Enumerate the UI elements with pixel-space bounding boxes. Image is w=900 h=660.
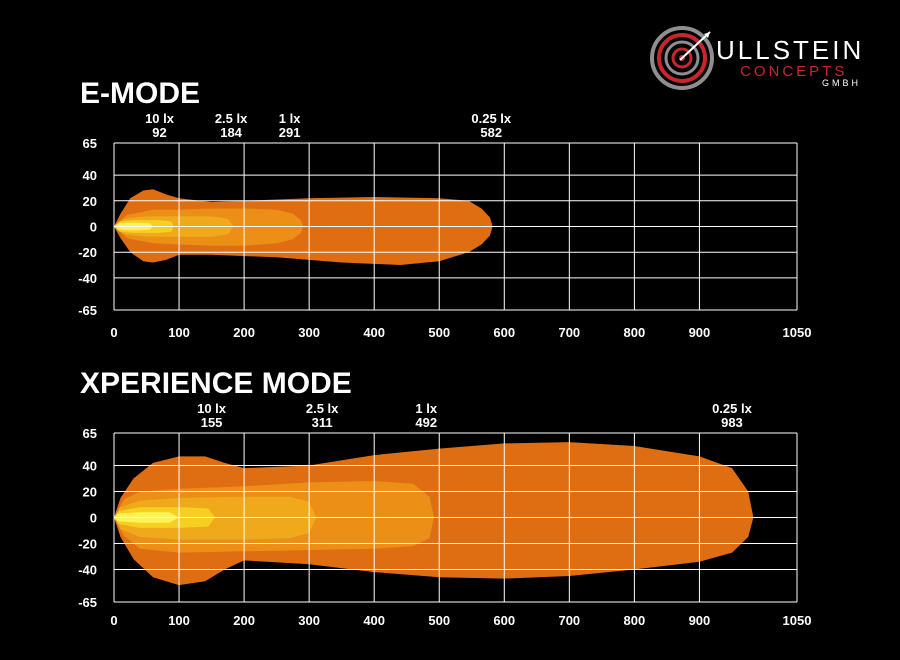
chart-title-xperience-mode: XPERIENCE MODE (80, 367, 352, 400)
beam-zones (114, 442, 754, 586)
y-tick-label: -20 (78, 537, 97, 552)
x-tick-label: 100 (168, 325, 190, 340)
logo-line-3: GMBH (822, 78, 861, 88)
x-tick-label: 400 (363, 613, 385, 628)
logo-line-2: CONCEPTS (740, 63, 847, 80)
axis-ticks: 0 100 200 300 400 500 600 700 800 900 10506540200-… (78, 136, 811, 340)
x-tick-label: 800 (624, 325, 646, 340)
annotation-lux-label: 0.25 lx (471, 111, 512, 126)
y-tick-label: 20 (83, 194, 97, 209)
annotation-lux-label: 1 lx (415, 401, 437, 416)
annotation-distance-value: 492 (415, 415, 437, 430)
annotation-distance-value: 92 (152, 125, 166, 140)
axis-ticks: 0 100 200 300 400 500 600 700 800 900 10506540200-… (78, 426, 811, 628)
y-tick-label: -40 (78, 563, 97, 578)
annotation-distance-value: 311 (312, 415, 333, 430)
chart-e-mode: E-MODE 0 100 200 300 400 500 600 700 800 900 10506… (78, 77, 811, 340)
x-tick-label: 900 (689, 613, 711, 628)
y-tick-label: 40 (83, 459, 97, 474)
x-tick-label: 100 (168, 613, 190, 628)
beam-zones (114, 189, 493, 265)
x-tick-label: 300 (298, 613, 320, 628)
annotation-lux-label: 0.25 lx (712, 401, 753, 416)
chart-title-e-mode: E-MODE (80, 77, 200, 110)
annotation-distance-value: 184 (220, 125, 242, 140)
y-tick-label: 65 (83, 136, 97, 151)
y-tick-label: -65 (78, 595, 97, 610)
target-icon (650, 26, 714, 90)
x-tick-label: 1050 (783, 613, 812, 628)
x-tick-label: 0 (110, 613, 117, 628)
y-tick-label: 20 (83, 485, 97, 500)
x-tick-label: 600 (493, 325, 515, 340)
x-tick-label: 900 (689, 325, 711, 340)
annotation-lux-label: 10 lx (145, 111, 175, 126)
x-tick-label: 700 (558, 325, 580, 340)
annotation-lux-label: 2.5 lx (306, 401, 339, 416)
beam-zone-0 (114, 189, 493, 265)
y-tick-label: 0 (90, 220, 97, 235)
x-tick-label: 800 (624, 613, 646, 628)
x-tick-label: 600 (493, 613, 515, 628)
x-tick-label: 1050 (783, 325, 812, 340)
x-tick-label: 300 (298, 325, 320, 340)
y-tick-label: 0 (90, 511, 97, 526)
grid (113, 142, 798, 311)
y-tick-label: -40 (78, 271, 97, 286)
x-tick-label: 500 (428, 613, 450, 628)
annotation-lux-label: 1 lx (279, 111, 301, 126)
annotation-lux-label: 10 lx (197, 401, 227, 416)
annotation-distance-value: 983 (721, 415, 743, 430)
x-tick-label: 700 (558, 613, 580, 628)
y-tick-label: 40 (83, 168, 97, 183)
logo-line-1: ULLSTEIN (716, 35, 864, 65)
x-tick-label: 0 (110, 325, 117, 340)
y-tick-label: -65 (78, 303, 97, 318)
y-tick-label: 65 (83, 426, 97, 441)
x-tick-label: 200 (233, 325, 255, 340)
x-tick-label: 400 (363, 325, 385, 340)
x-tick-label: 200 (233, 613, 255, 628)
chart-xperience-mode: XPERIENCE MODE 0 100 200 300 400 500 600 700 800… (78, 367, 811, 628)
annotation-lux-label: 2.5 lx (215, 111, 248, 126)
annotation-distance-value: 291 (279, 125, 301, 140)
company-logo: ULLSTEIN CONCEPTS GMBH (650, 26, 864, 90)
grid (113, 432, 798, 603)
y-tick-label: -20 (78, 245, 97, 260)
x-tick-label: 500 (428, 325, 450, 340)
annotation-distance-value: 155 (201, 415, 223, 430)
annotation-distance-value: 582 (480, 125, 502, 140)
